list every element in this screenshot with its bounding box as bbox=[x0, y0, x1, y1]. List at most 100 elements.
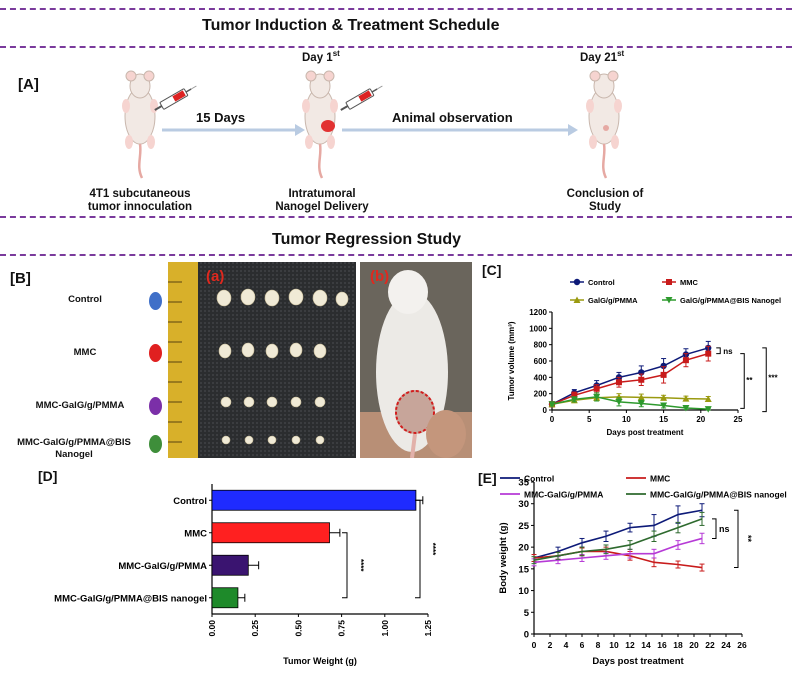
series-2-point bbox=[637, 393, 645, 401]
divider-top bbox=[0, 8, 792, 10]
y-tick-label: 1000 bbox=[529, 324, 547, 333]
annotation-2: ** bbox=[743, 535, 753, 543]
x-tick-label: 16 bbox=[657, 640, 667, 650]
x-tick-label: 0.75 bbox=[337, 620, 347, 637]
tumor-marker-icon bbox=[321, 120, 335, 132]
legend-2-label: GalG/g/PMMA bbox=[588, 296, 638, 305]
panel-label-d: [D] bbox=[38, 468, 58, 484]
photo-a-label: (a) bbox=[206, 268, 225, 285]
y-axis-label: Body weight (g) bbox=[498, 522, 509, 593]
x-tick-label: 22 bbox=[705, 640, 715, 650]
y-tick-label: 0 bbox=[524, 630, 529, 641]
x-tick-label: 4 bbox=[564, 640, 569, 650]
x-tick-label: 1.00 bbox=[380, 620, 390, 637]
x-axis-label: Tumor Weight (g) bbox=[283, 656, 357, 666]
y-tick-label: 600 bbox=[534, 357, 548, 366]
syringe-1-icon bbox=[151, 81, 200, 115]
y-tick-label: 10 bbox=[518, 586, 529, 597]
syringe-2-icon bbox=[337, 81, 386, 115]
annotation-3: *** bbox=[768, 373, 778, 382]
series-1-point bbox=[660, 371, 667, 378]
category-label: MMC bbox=[184, 528, 207, 539]
series-3-point bbox=[682, 404, 690, 412]
x-tick-label: 8 bbox=[596, 640, 601, 650]
x-tick-label: 0.25 bbox=[250, 620, 260, 637]
series-2-point bbox=[682, 395, 690, 402]
annotation-2: ** bbox=[746, 376, 753, 385]
annotation-2: **** bbox=[428, 543, 437, 556]
series-1-point bbox=[638, 376, 645, 383]
bar-2 bbox=[211, 554, 249, 576]
annotation-1: **** bbox=[356, 559, 365, 572]
regression-title: Tumor Regression Study bbox=[272, 231, 462, 248]
x-tick-label: 1.25 bbox=[423, 620, 433, 637]
category-label: MMC-GalG/g/PMMA@BIS nanogel bbox=[54, 593, 207, 604]
group-control-label: Control bbox=[68, 294, 102, 305]
legend-3-label: GalG/g/PMMA@BIS Nanogel bbox=[680, 296, 781, 305]
bracket-2 bbox=[740, 353, 745, 409]
divider-3 bbox=[0, 254, 792, 256]
step-1-caption: 4T1 subcutaneous tumor innoculation bbox=[87, 188, 193, 213]
group-bis-label: MMC-GalG/g/PMMA@BIS Nanogel bbox=[17, 437, 131, 460]
series-1-point bbox=[682, 357, 689, 364]
x-tick-label: 26 bbox=[737, 640, 747, 650]
mouse-3-icon bbox=[584, 69, 624, 180]
legend-1-label: MMC bbox=[680, 278, 698, 287]
day21-label: Day 21st bbox=[580, 49, 625, 64]
y-tick-label: 0 bbox=[543, 406, 548, 415]
series-3-point bbox=[660, 402, 668, 410]
tumor-volume-chart: 0 200 400 600 800 1000 1200 0 5 10 15 20 25 Days post… bbox=[507, 278, 781, 437]
arrow-1-icon bbox=[162, 124, 305, 136]
series-3-point bbox=[637, 400, 645, 407]
photo-b-label: (b) bbox=[370, 268, 390, 285]
legend-2-label: MMC-GalG/g/PMMA bbox=[524, 490, 603, 500]
x-tick-label: 24 bbox=[721, 640, 731, 650]
bracket-3 bbox=[762, 347, 767, 413]
schedule-diagram bbox=[120, 69, 624, 180]
annotation-ns: ns bbox=[719, 524, 730, 534]
series-2-point bbox=[615, 393, 623, 400]
panel-label-e: [E] bbox=[478, 470, 497, 486]
bar-3 bbox=[211, 587, 239, 609]
series-0-line bbox=[551, 347, 709, 405]
series-2-line bbox=[551, 396, 709, 406]
legend-0-marker bbox=[573, 278, 581, 286]
series-3-point bbox=[593, 393, 601, 401]
x-tick-label: 20 bbox=[689, 640, 699, 650]
x-tick-label: 0 bbox=[550, 415, 555, 424]
x-tick-label: 0.00 bbox=[207, 620, 217, 637]
y-tick-label: 25 bbox=[518, 521, 529, 532]
legend-3-label: MMC-GalG/g/PMMA@BIS nanogel bbox=[650, 490, 787, 500]
x-tick-label: 2 bbox=[548, 640, 553, 650]
bracket-control-bis bbox=[415, 499, 421, 599]
y-tick-label: 400 bbox=[534, 373, 548, 382]
bracket-mmc-bis bbox=[342, 532, 348, 599]
legend-1-label: MMC bbox=[650, 474, 670, 484]
tumor-grid bbox=[168, 262, 356, 458]
day1-label: Day 1st bbox=[302, 49, 340, 64]
group-bis-dot bbox=[149, 435, 162, 453]
series-3-line bbox=[533, 518, 703, 561]
x-tick-label: 25 bbox=[734, 415, 743, 424]
bracket-ns bbox=[712, 518, 717, 539]
mouse-photo bbox=[360, 262, 472, 458]
schedule-title: Tumor Induction & Treatment Schedule bbox=[202, 17, 500, 34]
x-tick-label: 18 bbox=[673, 640, 683, 650]
y-tick-label: 5 bbox=[524, 608, 530, 619]
x-tick-label: 14 bbox=[641, 640, 651, 650]
group-galg-label: MMC-GalG/g/PMMA bbox=[35, 400, 125, 411]
y-tick-label: 20 bbox=[518, 543, 529, 554]
bar-1 bbox=[211, 522, 330, 544]
y-tick-label: 200 bbox=[534, 390, 548, 399]
x-tick-label: 5 bbox=[587, 415, 592, 424]
bar-0 bbox=[211, 489, 417, 511]
mouse-1-icon bbox=[120, 69, 160, 180]
group-mmc-label: MMC bbox=[73, 347, 97, 358]
series-1-point bbox=[615, 379, 622, 386]
series-3-point bbox=[570, 396, 578, 403]
series-2-point bbox=[660, 394, 668, 401]
legend-0-label: Control bbox=[524, 474, 554, 484]
x-tick-label: 10 bbox=[609, 640, 619, 650]
series-2-point bbox=[704, 395, 712, 402]
panel-label-b: [B] bbox=[10, 270, 31, 287]
